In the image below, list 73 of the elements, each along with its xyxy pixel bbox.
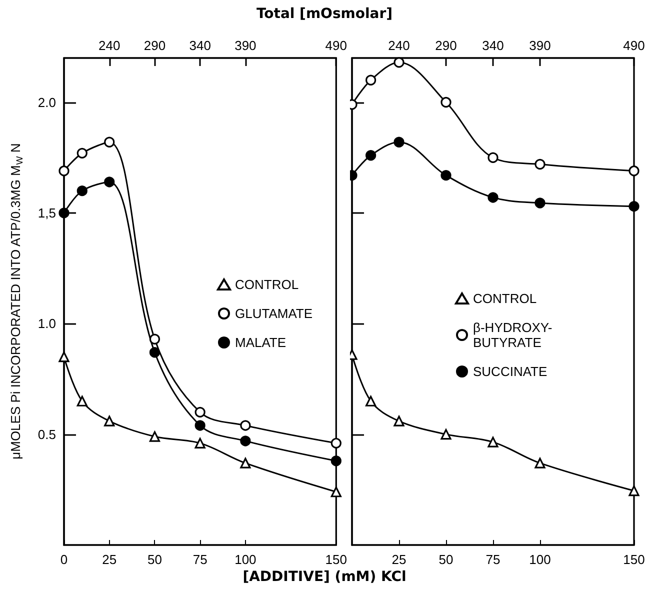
point: [194, 438, 206, 448]
x2-tick-label: 290: [435, 38, 457, 53]
point: [394, 57, 404, 68]
point: [440, 429, 452, 440]
x-tick-label: 100: [529, 552, 551, 567]
legend-label: SUCCINATE: [473, 364, 548, 379]
point: [149, 347, 160, 358]
point: [534, 158, 546, 170]
point: [628, 485, 640, 496]
point: [488, 436, 498, 448]
x-tick-label: 150: [623, 552, 645, 567]
x-tick-label: 25: [392, 552, 406, 567]
point: [76, 148, 88, 158]
y-axis-title: μMOLES Pi INCORPORATED INTO ATP/0.3MG MW N: [8, 143, 24, 460]
point: [330, 486, 342, 498]
y-tick-label: 2.0: [38, 94, 56, 110]
x2-tick-label: 390: [234, 38, 256, 53]
point: [76, 396, 88, 406]
x-tick-label: 0: [60, 552, 68, 567]
y-tick-label: 1,5: [38, 205, 56, 220]
point: [58, 352, 70, 362]
legend-label: β-HYDROXY- BUTYRATE: [473, 320, 552, 350]
point: [194, 406, 206, 418]
point: [104, 136, 115, 148]
point: [240, 436, 251, 446]
point: [104, 416, 115, 426]
x-tick-label: 150: [325, 552, 348, 567]
point: [76, 186, 88, 196]
point: [534, 198, 546, 208]
point: [628, 201, 640, 212]
point: [58, 166, 70, 176]
legend-label: CONTROL: [235, 277, 299, 292]
point: [534, 458, 546, 468]
point: [330, 438, 342, 448]
x2-tick-label: 240: [98, 38, 120, 53]
x2-tick-label: 390: [529, 38, 551, 53]
x2-tick-label: 240: [388, 38, 410, 53]
point: [104, 176, 115, 188]
point: [440, 96, 452, 108]
x-tick-label: 25: [102, 552, 117, 567]
point: [240, 458, 251, 468]
point: [330, 456, 342, 466]
x2-tick-label: 340: [482, 38, 504, 53]
y-tick-label: 1.0: [38, 316, 56, 332]
point: [628, 166, 640, 176]
point: [488, 152, 498, 163]
point: [149, 334, 160, 344]
x-tick-label: 75: [486, 552, 500, 567]
point: [149, 431, 160, 442]
point: [240, 420, 251, 431]
point: [58, 208, 70, 218]
x-axis-title: [ADDITIVE] (mM) KCl: [242, 569, 408, 585]
x2-tick-label: 290: [144, 38, 166, 53]
point: [366, 396, 376, 406]
point: [366, 74, 376, 86]
x-tick-label: 75: [192, 552, 208, 567]
legend-label: MALATE: [235, 335, 286, 350]
x-tick-label: 100: [234, 552, 256, 567]
legend-label: GLUTAMATE: [235, 306, 313, 321]
x-tick-label: 50: [438, 552, 454, 567]
legend-label: CONTROL: [473, 291, 537, 306]
x2-axis-title: Total [mOsmolar]: [255, 6, 394, 22]
x2-tick-label: 340: [189, 38, 211, 53]
point: [488, 192, 498, 203]
y-tick-label: 0.5: [38, 426, 56, 442]
point: [194, 420, 206, 431]
point: [366, 150, 376, 161]
point: [394, 416, 404, 426]
point: [394, 136, 404, 148]
x2-tick-label: 490: [623, 38, 645, 53]
point: [440, 170, 452, 181]
x-tick-label: 50: [147, 552, 162, 567]
x2-tick-label: 490: [325, 38, 348, 53]
